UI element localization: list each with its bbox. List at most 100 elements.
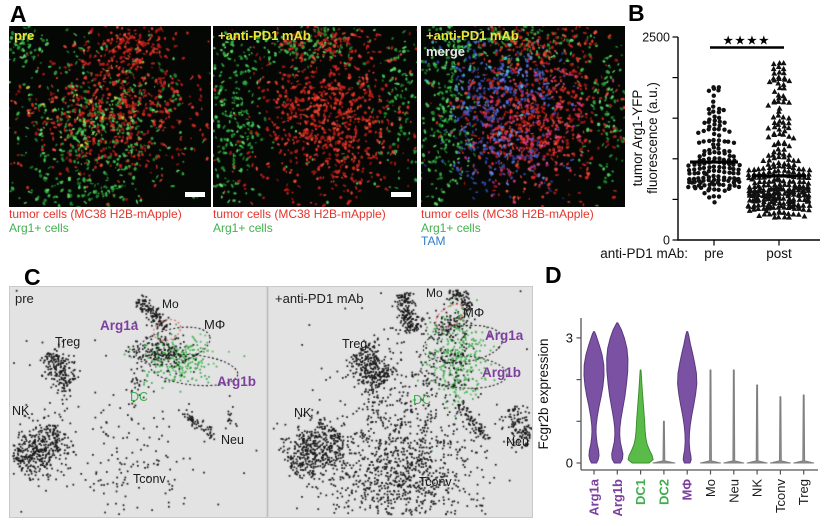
data-point-triangle (772, 197, 779, 203)
data-point-triangle (806, 202, 813, 208)
data-point-circle (697, 154, 702, 159)
data-point-triangle (751, 206, 757, 212)
x-tick-label-dc1: DC1 (633, 479, 648, 505)
scale-bar (185, 192, 205, 197)
data-point-triangle (746, 184, 753, 190)
data-point-triangle (785, 119, 792, 126)
data-point-circle (712, 118, 717, 123)
data-point-triangle (771, 163, 778, 169)
data-point-triangle (796, 192, 803, 198)
data-point-triangle (775, 167, 782, 173)
data-point-circle (711, 99, 716, 104)
data-point-triangle (805, 180, 812, 186)
y-tick-label-max: 2500 (642, 31, 670, 45)
caption-arg1-cells: Arg1+ cells (213, 220, 273, 235)
x-tick-label-mφ: MΦ (680, 479, 695, 501)
data-point-triangle (776, 130, 783, 137)
data-point-triangle (780, 200, 787, 206)
data-point-circle (707, 182, 712, 187)
data-point-triangle (806, 167, 813, 173)
data-point-triangle (775, 153, 782, 160)
data-point-circle (712, 126, 717, 132)
data-point-circle (717, 106, 722, 112)
data-point-triangle (745, 171, 752, 177)
data-point-triangle (781, 190, 788, 196)
umap-label-treg: Treg (342, 337, 368, 351)
data-point-triangle (752, 198, 759, 204)
data-point-triangle (806, 206, 812, 213)
data-point-circle (692, 171, 697, 176)
umap-label-mo: Mo (426, 286, 443, 300)
data-point-circle (706, 88, 712, 94)
micrograph-merge-caption: tumor cells (MC38 H2B-mApple) Arg1+ cell… (421, 207, 594, 249)
data-point-triangle (805, 194, 812, 200)
data-point-circle (711, 104, 716, 109)
data-point-triangle (770, 161, 777, 167)
caption-tumor-cells: tumor cells (MC38 H2B-mApple) (9, 207, 182, 221)
data-point-triangle (781, 76, 788, 82)
data-point-triangle (785, 156, 792, 162)
scale-bar (391, 192, 411, 197)
data-point-circle (696, 140, 702, 145)
x-tick-label-mo: Mo (703, 479, 718, 497)
data-point-circle (686, 168, 692, 173)
data-point-circle (727, 153, 732, 159)
data-point-circle (721, 165, 727, 170)
data-point-circle (722, 127, 727, 132)
data-point-circle (696, 170, 701, 176)
data-point-circle (701, 152, 707, 157)
data-point-triangle (790, 211, 797, 217)
data-point-circle (686, 184, 691, 190)
data-point-circle (697, 166, 702, 171)
data-point-circle (716, 127, 721, 132)
data-point-triangle (775, 98, 782, 104)
data-point-circle (737, 179, 742, 185)
data-point-triangle (805, 198, 811, 204)
data-point-triangle (791, 205, 798, 211)
data-point-triangle (796, 178, 803, 184)
y-axis-title-line1: tumor Arg1-YFP (630, 90, 645, 187)
data-point-triangle (775, 121, 782, 127)
micrograph-post-label: +anti-PD1 mAb (218, 28, 311, 43)
data-point-triangle (771, 210, 777, 216)
data-point-triangle (766, 168, 773, 174)
data-point-triangle (770, 186, 777, 192)
data-point-circle (716, 109, 722, 115)
data-point-circle (706, 107, 712, 112)
umap-label-tconv: Tconv (419, 475, 452, 489)
data-point-triangle (805, 187, 812, 193)
y-tick-label-min: 0 (663, 234, 670, 248)
data-point-triangle (780, 186, 787, 192)
umap-label-nk: NK (12, 404, 30, 418)
violin-neu (723, 369, 745, 464)
data-point-circle (716, 142, 721, 147)
data-point-triangle (775, 214, 782, 220)
data-point-triangle (766, 178, 773, 184)
data-point-circle (712, 200, 717, 205)
micrograph-merge-sublabel: merge (426, 44, 466, 59)
data-point-triangle (790, 164, 797, 171)
data-point-circle (692, 167, 697, 172)
data-point-triangle (781, 85, 787, 91)
data-point-triangle (766, 164, 773, 171)
data-point-triangle (780, 151, 787, 157)
data-point-circle (702, 191, 707, 196)
data-point-triangle (765, 181, 772, 188)
data-point-triangle (760, 157, 767, 163)
data-point-circle (711, 131, 717, 137)
data-point-triangle (780, 70, 787, 76)
data-point-circle (712, 122, 717, 127)
data-point-circle (717, 156, 722, 161)
data-point-triangle (775, 63, 782, 69)
data-point-triangle (795, 157, 802, 164)
data-point-triangle (770, 65, 777, 72)
umap-label-dc: DC (413, 393, 432, 407)
umap-label--anti-pd1-mab: +anti-PD1 mAb (275, 291, 364, 306)
data-point-circle (736, 184, 742, 190)
data-point-triangle (761, 182, 767, 188)
data-point-circle (727, 170, 732, 175)
data-point-triangle (771, 88, 778, 94)
data-point-triangle (795, 211, 802, 217)
data-point-triangle (780, 119, 787, 125)
x-tick-label-tconv: Tconv (773, 479, 788, 513)
